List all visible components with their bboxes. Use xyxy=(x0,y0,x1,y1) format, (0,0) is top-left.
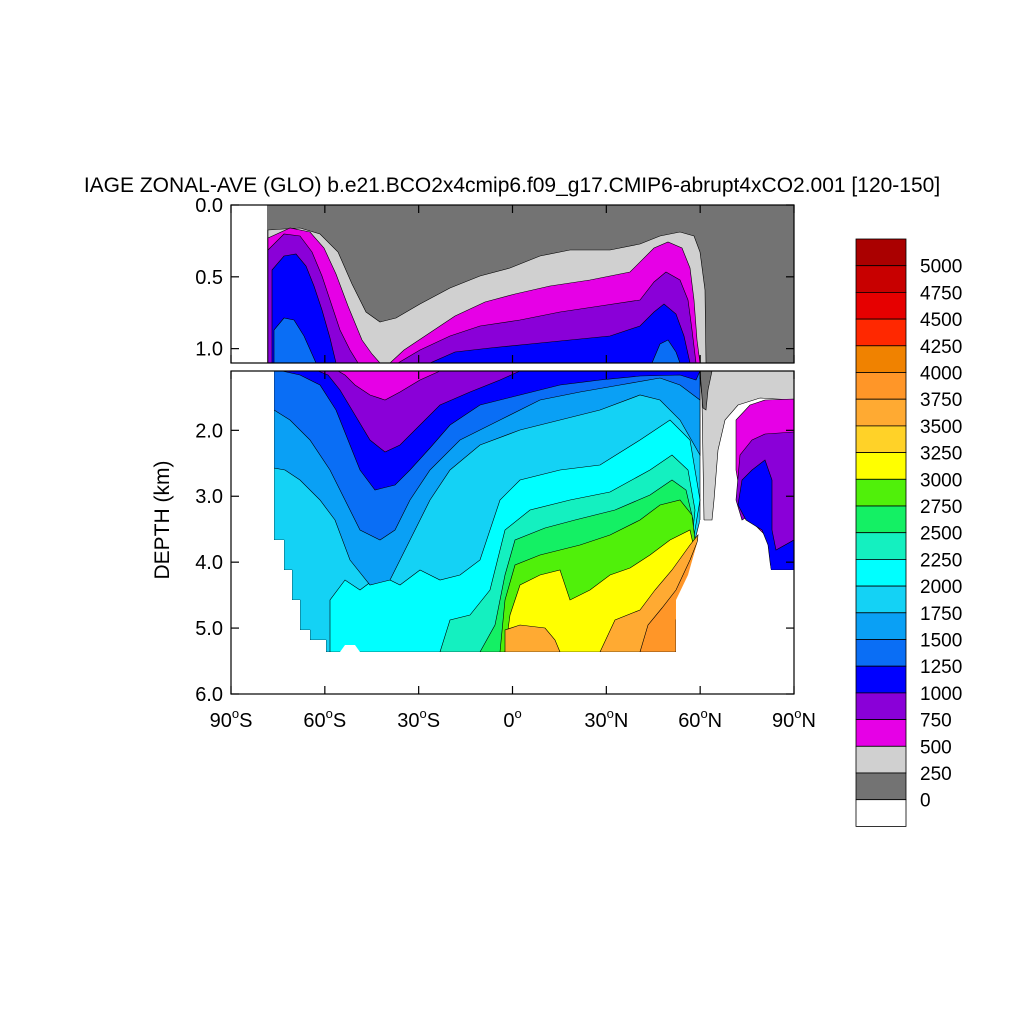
colorbar-box xyxy=(855,291,907,320)
colorbar-label: 2500 xyxy=(920,524,962,545)
colorbar-label: 1750 xyxy=(920,604,962,625)
colorbar-label: 4750 xyxy=(920,283,962,304)
colorbar-box xyxy=(855,665,907,694)
colorbar-label: 4250 xyxy=(920,337,962,358)
colorbar-label: 3750 xyxy=(920,390,962,411)
colorbar-box xyxy=(855,238,907,267)
degree-sign: o xyxy=(326,706,333,721)
field-500-750 xyxy=(337,371,441,401)
lower-panel xyxy=(231,371,794,694)
x-tick-hemisphere: N xyxy=(802,710,816,732)
colorbar-label: 2750 xyxy=(920,497,962,518)
colorbar-label: 1500 xyxy=(920,631,962,652)
colorbar-box xyxy=(855,318,907,347)
x-tick-hemisphere: S xyxy=(239,710,252,732)
x-tick-number: 30 xyxy=(584,710,606,732)
colorbar-box xyxy=(855,372,907,400)
upper-panel xyxy=(231,205,794,363)
y-tick-label-lower: 6.0 xyxy=(195,684,223,706)
y-tick-label-upper: 1.0 xyxy=(195,339,223,361)
colorbar-box xyxy=(855,799,907,827)
colorbar: 0 250 500 750 1000 1250 1500 1750 2000 2250 2500 27… xyxy=(855,238,962,827)
masked-bathymetry xyxy=(231,371,794,694)
x-tick-label: 60oN xyxy=(678,706,722,732)
chart-title: IAGE ZONAL-AVE (GLO) b.e21.BCO2x4cmip6.f… xyxy=(84,174,940,197)
colorbar-label: 5000 xyxy=(920,257,962,278)
y-tick-label-lower: 2.0 xyxy=(195,420,223,442)
colorbar-label: 3250 xyxy=(920,444,962,465)
x-tick-number: 90 xyxy=(772,710,794,732)
colorbar-box xyxy=(855,692,907,721)
colorbar-box xyxy=(855,719,907,747)
x-tick-number: 90 xyxy=(210,710,232,732)
field-250-500 xyxy=(699,371,794,521)
x-tick-number: 0 xyxy=(503,710,514,732)
y-axis-lower: 2.0 3.0 4.0 5.0 6.0 xyxy=(195,420,794,706)
colorbar-box xyxy=(855,505,907,534)
field-0-250 xyxy=(699,371,713,411)
x-tick-hemisphere: S xyxy=(333,710,346,732)
x-tick-label: 90oN xyxy=(772,706,816,732)
x-tick-hemisphere: N xyxy=(708,710,722,732)
x-tick-label: 90oS xyxy=(210,706,253,732)
colorbar-label: 1250 xyxy=(920,657,962,678)
colorbar-label: 3000 xyxy=(920,470,962,491)
y-axis-upper: 0.0 0.5 1.0 xyxy=(195,195,794,361)
degree-sign: o xyxy=(514,706,521,721)
colorbar-label: 250 xyxy=(920,764,952,785)
colorbar-box xyxy=(855,532,907,560)
field-1250-1500-upper xyxy=(273,317,681,363)
x-tick-label: 0o xyxy=(503,706,521,732)
y-tick-label-upper: 0.0 xyxy=(195,195,223,217)
colorbar-box xyxy=(855,639,907,667)
colorbar-box xyxy=(855,585,907,614)
colorbar-box xyxy=(855,398,907,427)
y-tick-label-lower: 5.0 xyxy=(195,618,223,640)
colorbar-box xyxy=(855,265,907,293)
y-axis-label: DEPTH (km) xyxy=(151,461,174,580)
colorbar-box xyxy=(855,345,907,373)
y-tick-label-upper: 0.5 xyxy=(195,267,223,289)
colorbar-label: 750 xyxy=(920,711,952,732)
y-tick-label-lower: 3.0 xyxy=(195,486,223,508)
y-tick-label-lower: 4.0 xyxy=(195,552,223,574)
x-tick-number: 60 xyxy=(678,710,700,732)
degree-sign: o xyxy=(232,706,239,721)
colorbar-box xyxy=(855,559,907,587)
colorbar-label: 500 xyxy=(920,737,952,758)
x-tick-number: 30 xyxy=(397,710,419,732)
colorbar-label: 4500 xyxy=(920,310,962,331)
degree-sign: o xyxy=(420,706,427,721)
colorbar-box xyxy=(855,452,907,480)
degree-sign: o xyxy=(794,706,801,721)
field-1000-1250-arctic xyxy=(737,459,794,571)
colorbar-box xyxy=(855,612,907,640)
x-axis: 90oS 60oS 30oS 0o 30oN 60oN 90oN xyxy=(210,205,816,732)
field-750-1000 xyxy=(267,233,697,363)
x-tick-label: 30oS xyxy=(397,706,440,732)
masked-land-upper xyxy=(231,205,267,363)
x-tick-label: 30oN xyxy=(584,706,628,732)
field-1000-1250 xyxy=(271,253,691,363)
colorbar-label: 2000 xyxy=(920,577,962,598)
x-tick-label: 60oS xyxy=(303,706,346,732)
colorbar-label: 1000 xyxy=(920,684,962,705)
x-tick-number: 60 xyxy=(303,710,325,732)
colorbar-box xyxy=(855,425,907,453)
x-tick-hemisphere: S xyxy=(427,710,440,732)
colorbar-label: 4000 xyxy=(920,364,962,385)
degree-sign: o xyxy=(607,706,614,721)
colorbar-label: 0 xyxy=(920,791,931,812)
colorbar-box xyxy=(855,772,907,801)
x-tick-hemisphere: N xyxy=(614,710,628,732)
colorbar-box xyxy=(855,478,907,507)
colorbar-label: 3500 xyxy=(920,417,962,438)
colorbar-label: 2250 xyxy=(920,550,962,571)
degree-sign: o xyxy=(700,706,707,721)
colorbar-box xyxy=(855,745,907,774)
